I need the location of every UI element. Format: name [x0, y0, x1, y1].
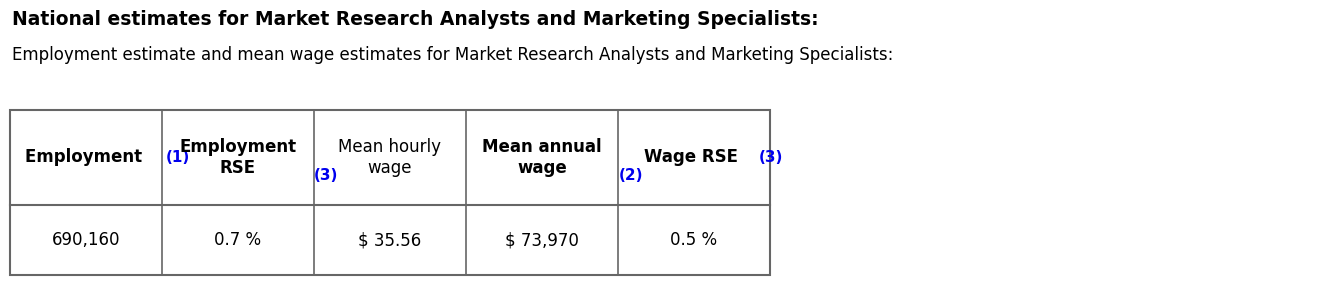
Bar	[11, 110, 770, 275]
Text: 0.5 %: 0.5 %	[670, 231, 718, 249]
Text: Employment
RSE: Employment RSE	[180, 138, 297, 177]
Text: 0.7 %: 0.7 %	[214, 231, 262, 249]
Text: $ 73,970: $ 73,970	[505, 231, 579, 249]
Text: Employment estimate and mean wage estimates for Market Research Analysts and Mar: Employment estimate and mean wage estima…	[12, 46, 894, 64]
Text: Employment: Employment	[24, 149, 148, 166]
Text: (3): (3)	[314, 168, 338, 183]
Text: $ 35.56: $ 35.56	[358, 231, 422, 249]
Text: 690,160: 690,160	[52, 231, 120, 249]
Text: Wage RSE: Wage RSE	[644, 149, 743, 166]
Text: (2): (2)	[620, 168, 644, 183]
Text: Mean hourly
wage: Mean hourly wage	[339, 138, 442, 177]
Text: (1): (1)	[165, 150, 189, 165]
Text: National estimates for Market Research Analysts and Marketing Specialists:: National estimates for Market Research A…	[12, 10, 819, 29]
Text: (3): (3)	[758, 150, 783, 165]
Text: Mean annual
wage: Mean annual wage	[483, 138, 601, 177]
